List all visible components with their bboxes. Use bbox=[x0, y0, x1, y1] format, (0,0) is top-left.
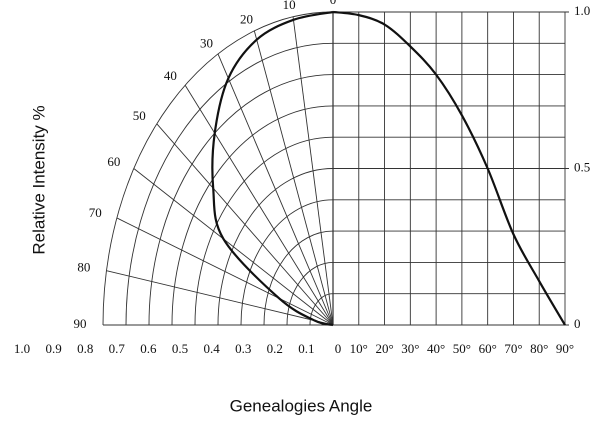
r-tick-label: 0.9 bbox=[45, 341, 61, 356]
angle-label: 20 bbox=[240, 12, 253, 27]
angle-label: 90 bbox=[74, 316, 87, 331]
angle-label: 80 bbox=[77, 260, 90, 275]
x-tick-label: 50° bbox=[453, 341, 471, 356]
angle-label: 70 bbox=[89, 205, 102, 220]
x-axis-title: Genealogies Angle bbox=[230, 396, 373, 415]
r-tick-label: 0 bbox=[335, 341, 342, 356]
angle-label: 30 bbox=[200, 35, 213, 50]
r-tick-label: 0.8 bbox=[77, 341, 93, 356]
angle-label: 40 bbox=[164, 68, 177, 83]
x-tick-label: 20° bbox=[375, 341, 393, 356]
x-tick-label: 60° bbox=[479, 341, 497, 356]
r-tick-label: 0.6 bbox=[140, 341, 157, 356]
x-tick-label: 80° bbox=[530, 341, 548, 356]
y-tick-label: 1.0 bbox=[574, 3, 590, 18]
y-axis-title: Relative Intensity % bbox=[29, 105, 48, 254]
r-tick-label: 0.1 bbox=[298, 341, 314, 356]
page: {"chart_data": { "type": "polar-cartesia… bbox=[0, 0, 602, 423]
angle-label: 10 bbox=[283, 0, 296, 12]
x-tick-label: 70° bbox=[504, 341, 522, 356]
angle-label: 50 bbox=[133, 108, 146, 123]
chart: Genealogies Angle Relative Intensity % 1… bbox=[0, 0, 602, 423]
x-tick-label: 30° bbox=[401, 341, 419, 356]
angle-label: 0 bbox=[330, 0, 337, 7]
angle-label: 60 bbox=[107, 154, 120, 169]
r-tick-label: 1.0 bbox=[14, 341, 30, 356]
x-tick-label: 90° bbox=[556, 341, 574, 356]
r-tick-label: 0.2 bbox=[267, 341, 283, 356]
y-tick-label: 0.5 bbox=[574, 159, 590, 174]
radial-line bbox=[185, 85, 333, 325]
radial-line bbox=[157, 124, 333, 325]
r-tick-label: 0.3 bbox=[235, 341, 251, 356]
r-tick-label: 0.5 bbox=[172, 341, 188, 356]
x-tick-label: 40° bbox=[427, 341, 445, 356]
y-tick-label: 0 bbox=[574, 316, 581, 331]
r-tick-label: 0.4 bbox=[203, 341, 220, 356]
r-tick-label: 0.7 bbox=[109, 341, 126, 356]
x-tick-label: 10° bbox=[350, 341, 368, 356]
